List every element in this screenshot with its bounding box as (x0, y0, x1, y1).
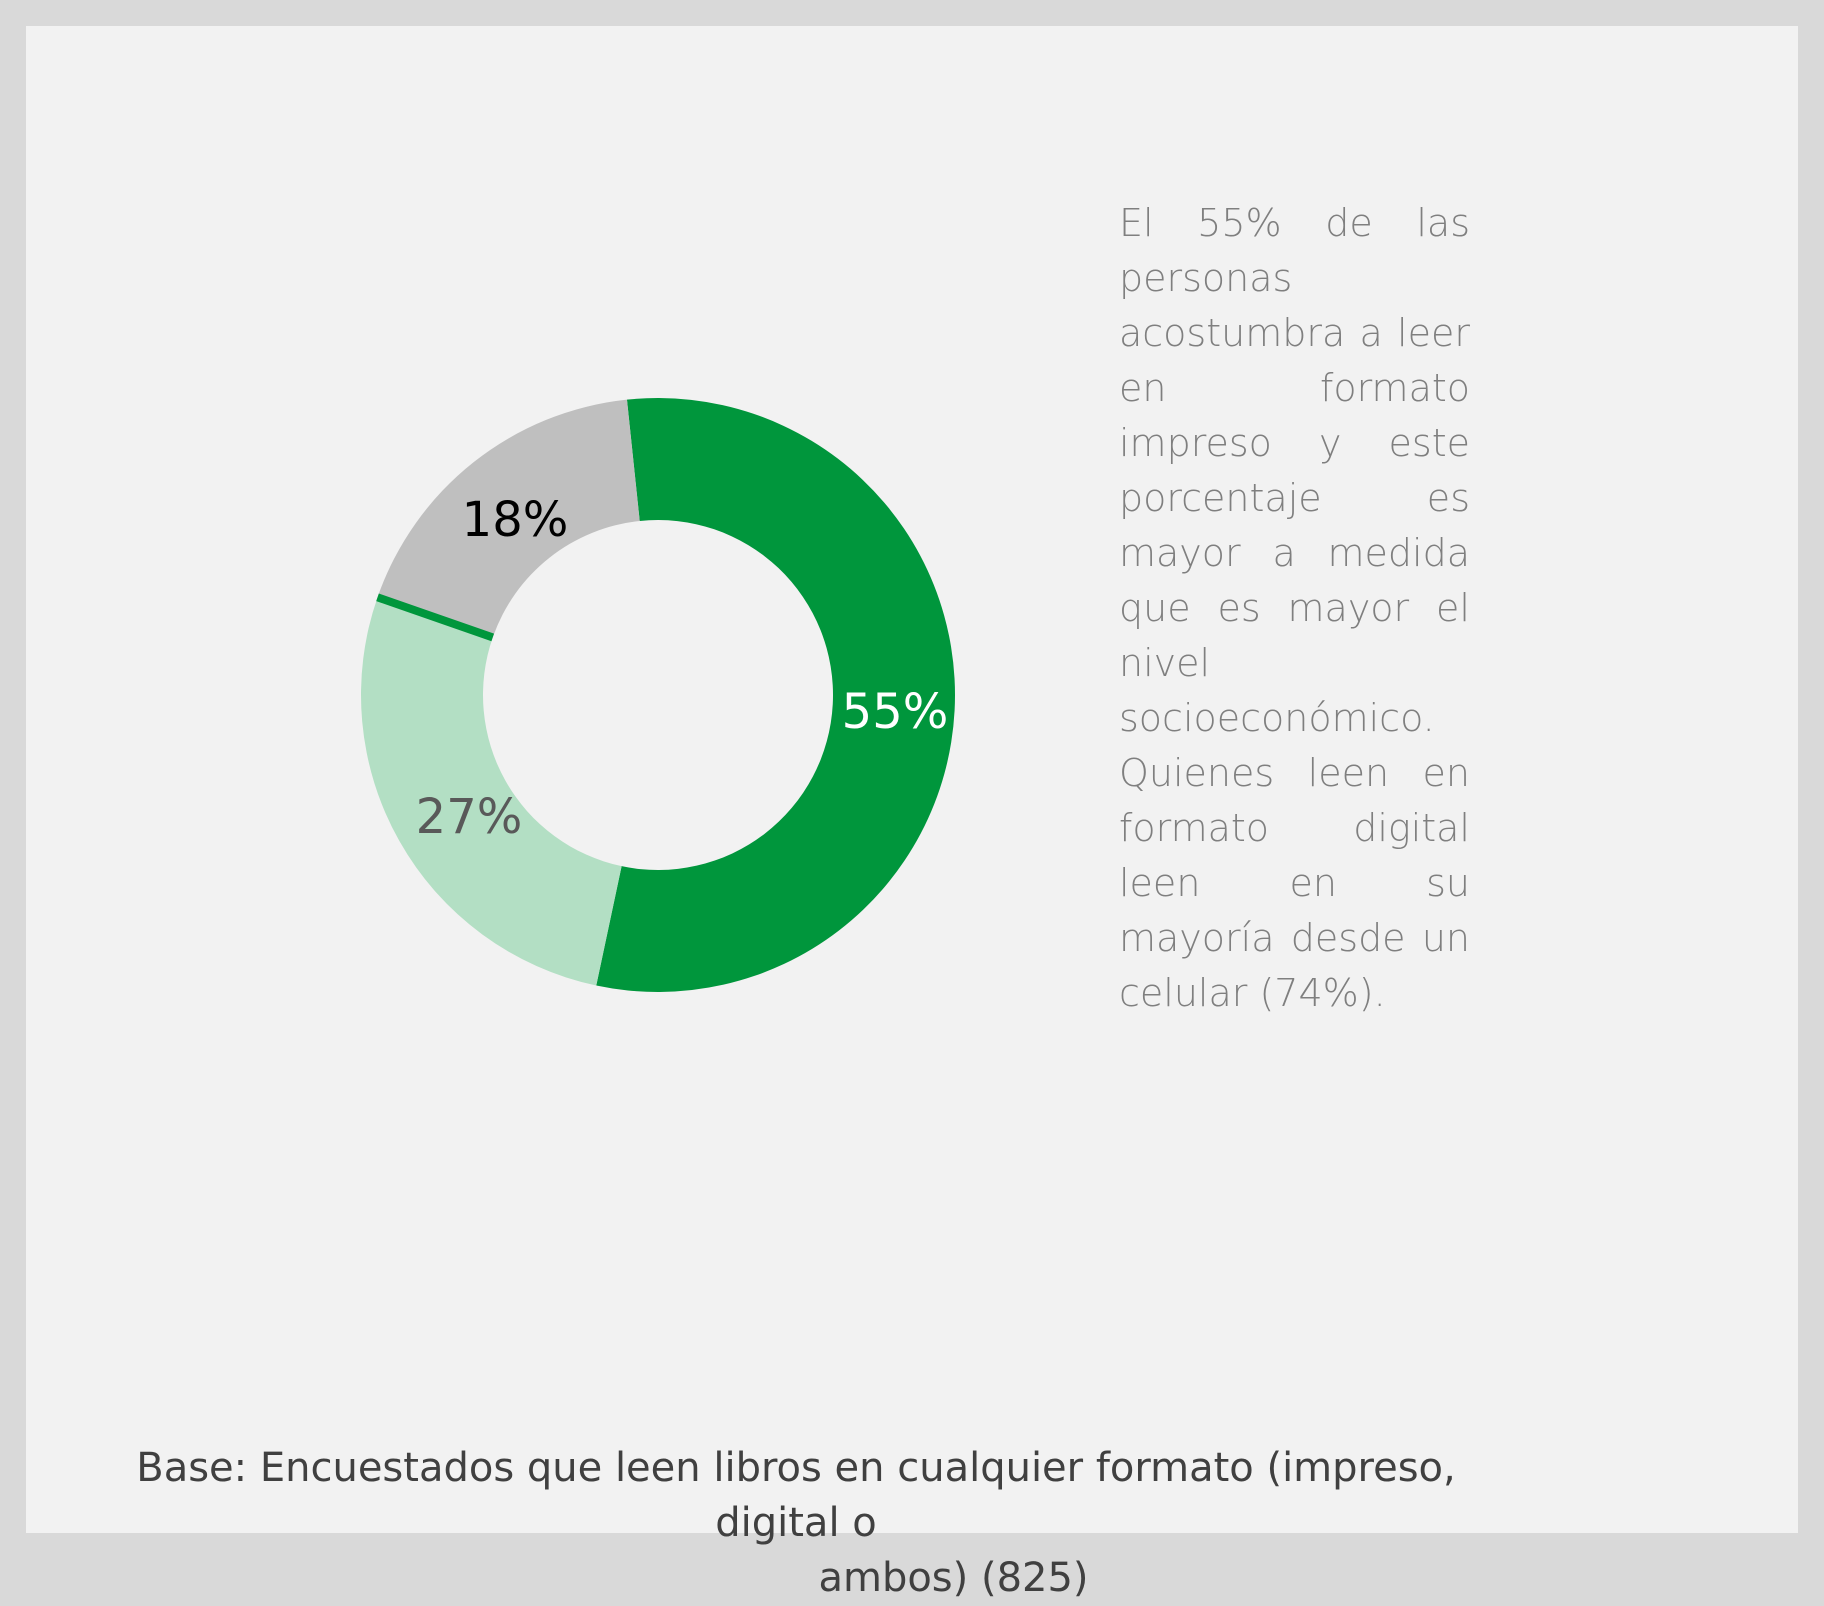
donut-chart: 55% 27% 18% (361, 398, 955, 992)
footnote: Base: Encuestados que leen libros en cua… (86, 1441, 1821, 1606)
slice-label-27: 27% (416, 789, 523, 845)
donut-slice-18 (377, 399, 640, 638)
slice-separator (376, 593, 495, 642)
chart-panel: 55% 27% 18% El 55% de las personas acostum… (26, 26, 1798, 1601)
footnote-line-2: ambos) (825) (818, 1555, 1089, 1601)
side-commentary: El 55% de las personas acostumbra a leer… (1119, 201, 1470, 1015)
footnote-line-1: Base: Encuestados que leen libros en cua… (136, 1445, 1456, 1546)
donut-slice-55 (596, 398, 955, 992)
slice-label-18: 18% (462, 492, 569, 548)
donut-slice-27 (361, 597, 622, 986)
slice-label-55: 55% (842, 684, 949, 740)
